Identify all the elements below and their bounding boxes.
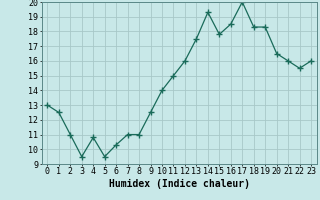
X-axis label: Humidex (Indice chaleur): Humidex (Indice chaleur) [109, 179, 250, 189]
